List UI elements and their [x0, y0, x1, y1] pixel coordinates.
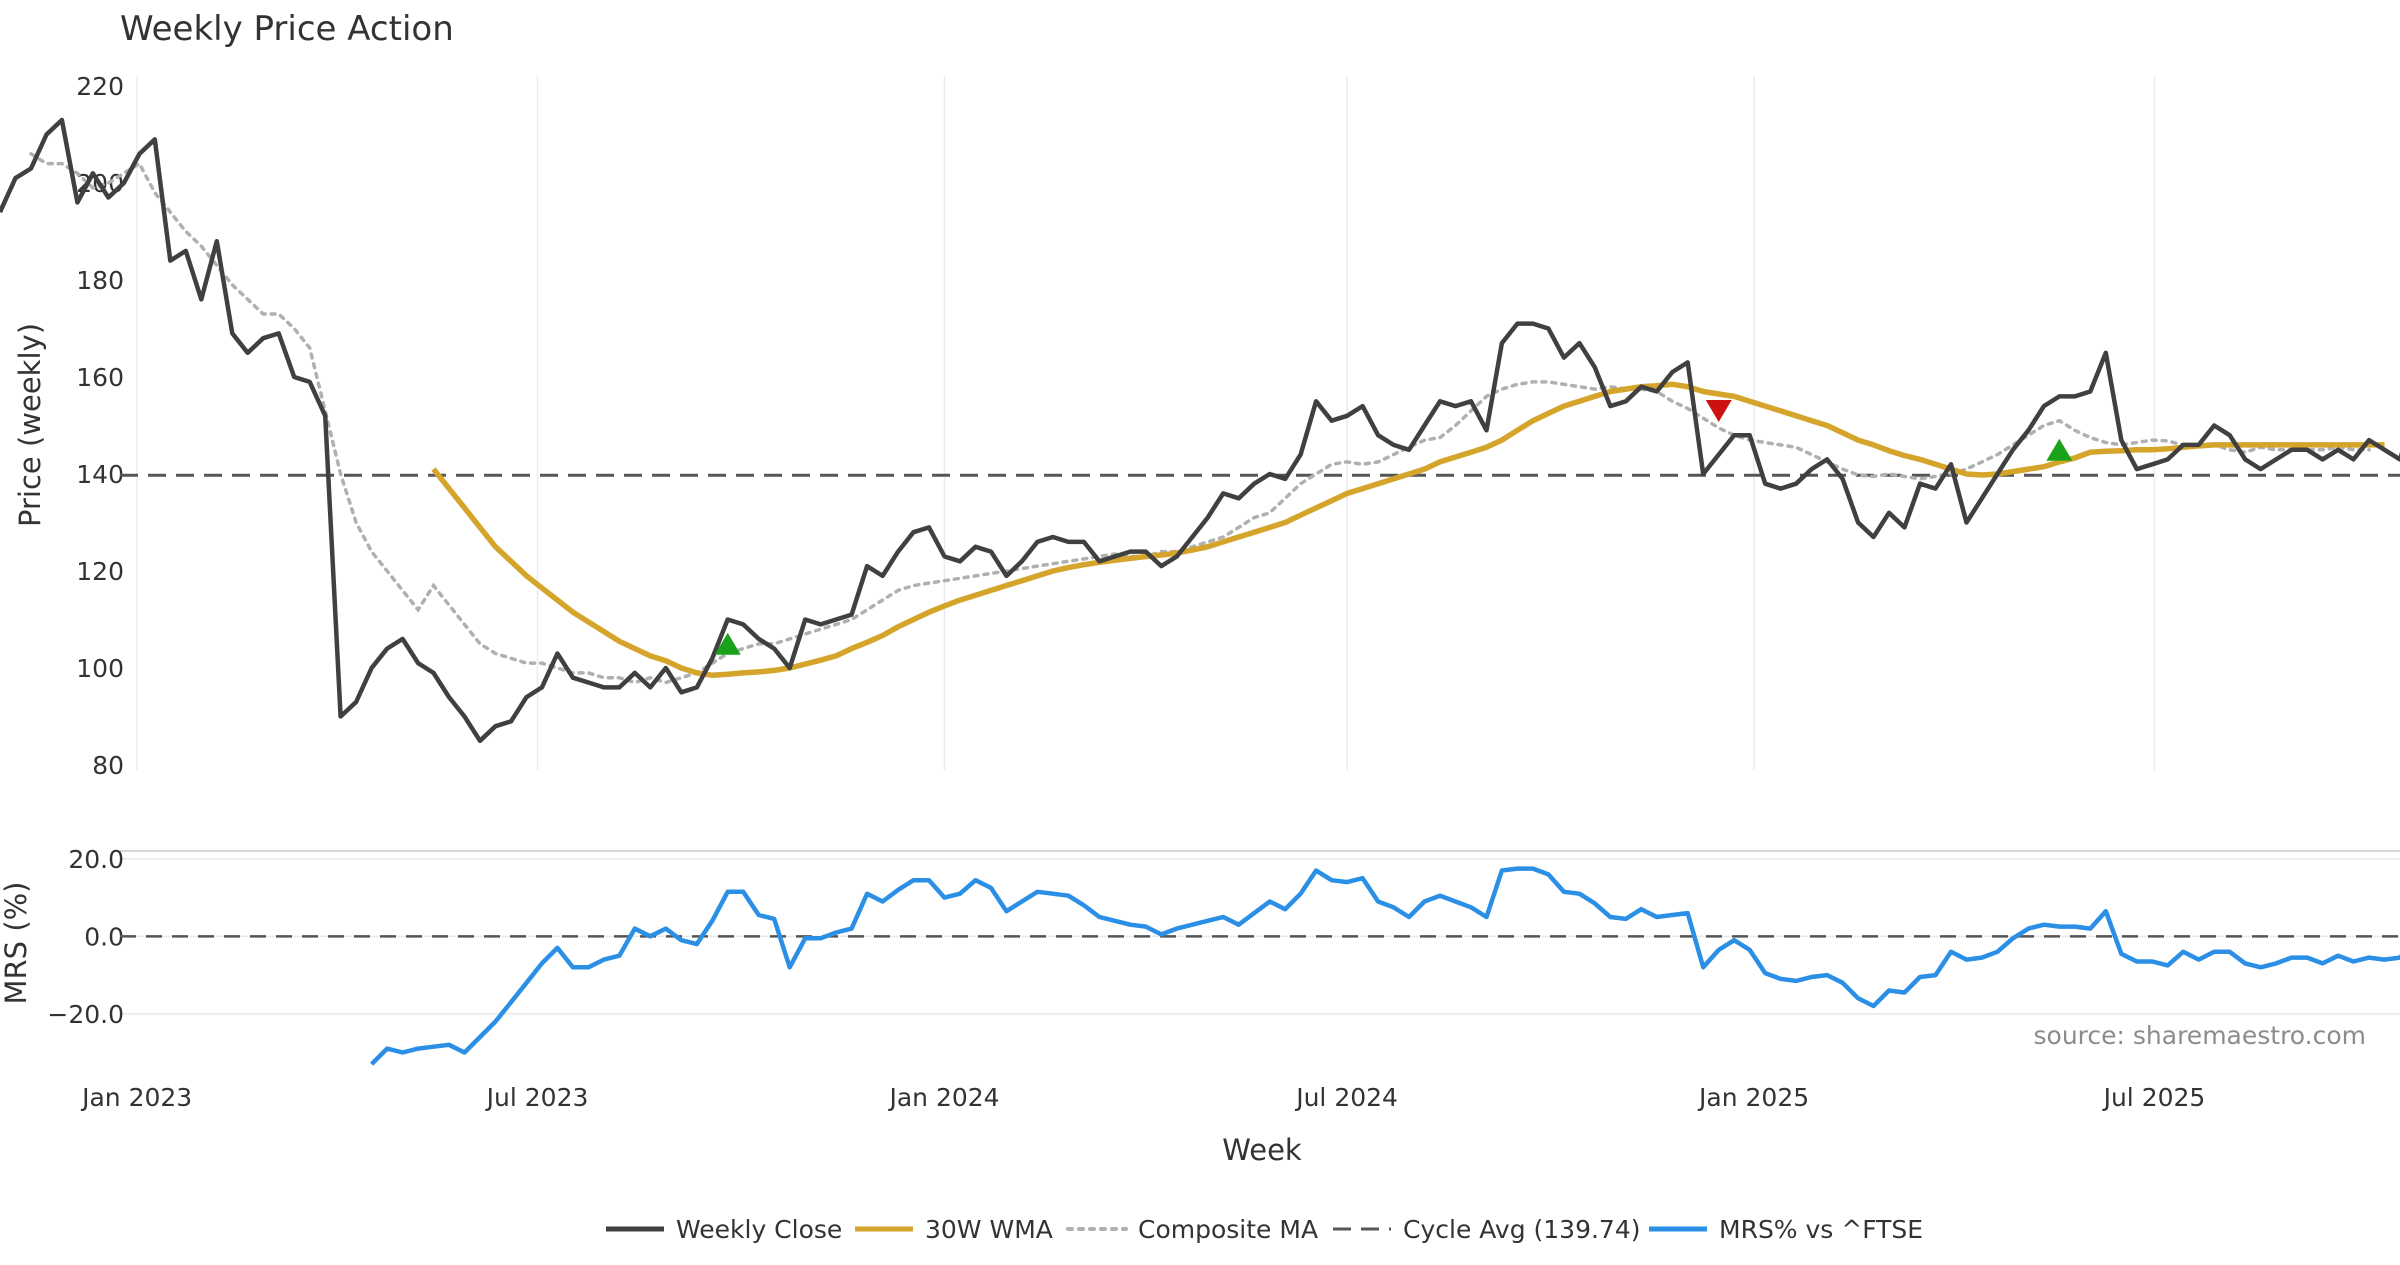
legend-label: 30W WMA: [925, 1215, 1053, 1244]
composite-ma-line: [29, 152, 2371, 685]
legend-label: Composite MA: [1138, 1215, 1318, 1244]
x-tick-label: Jan 2025: [1697, 1083, 1809, 1112]
mrs-ftse-line: [370, 866, 2400, 1066]
legend-label: MRS% vs ^FTSE: [1719, 1215, 1923, 1244]
legend-item: Cycle Avg (139.74): [1333, 1215, 1641, 1244]
legend-item: 30W WMA: [855, 1215, 1053, 1244]
mrs-y-axis-title: MRS (%): [0, 882, 33, 1005]
legend-item: Composite MA: [1066, 1215, 1318, 1244]
x-tick-label: Jul 2024: [1294, 1083, 1398, 1112]
price-y-tick-label: 100: [76, 654, 124, 683]
legend: Weekly Close 30W WMA Composite MA Cycle Avg…: [606, 1215, 1923, 1244]
wma-30w-line: [431, 381, 2385, 679]
signal-markers: [714, 399, 2073, 655]
mrs-series-group: [120, 866, 2400, 1066]
mrs-y-tick-label: 20.0: [68, 845, 124, 874]
x-tick-label: Jul 2025: [2102, 1083, 2206, 1112]
price-y-tick-label: 80: [92, 751, 124, 780]
legend-label: Weekly Close: [676, 1215, 842, 1244]
sell-signal-marker: [1705, 399, 1732, 422]
price-panel-grid: [136, 76, 2156, 770]
x-tick-label: Jul 2023: [485, 1083, 589, 1112]
price-y-tick-label: 220: [76, 72, 124, 101]
price-y-axis-title: Price (weekly): [13, 323, 47, 527]
price-y-tick-label: 120: [76, 557, 124, 586]
mrs-y-tick-label: −20.0: [47, 1000, 124, 1029]
x-axis-title: Week: [1222, 1133, 1302, 1167]
x-tick-labels: Jan 2023 Jul 2023 Jan 2024 Jul 2024 Jan 2025…: [80, 1083, 2205, 1112]
chart-title: Weekly Price Action: [120, 9, 454, 49]
mrs-panel-grid: [120, 850, 2400, 1015]
source-note: source: sharemaestro.com: [2034, 1021, 2367, 1050]
buy-signal-marker: [2046, 438, 2073, 461]
price-y-tick-label: 140: [76, 460, 124, 489]
price-series-group: [0, 117, 2400, 744]
mrs-y-tick-label: 0.0: [84, 922, 124, 951]
x-tick-label: Jan 2024: [887, 1083, 999, 1112]
x-tick-label: Jan 2023: [80, 1083, 192, 1112]
legend-label: Cycle Avg (139.74): [1403, 1215, 1641, 1244]
mrs-y-ticks: 20.0 0.0 −20.0: [47, 845, 124, 1029]
buy-signal-marker: [714, 632, 741, 655]
price-y-tick-label: 180: [76, 266, 124, 295]
legend-item: MRS% vs ^FTSE: [1649, 1215, 1923, 1244]
legend-item: Weekly Close: [606, 1215, 842, 1244]
weekly-close-line: [0, 117, 2400, 744]
price-y-tick-label: 160: [76, 363, 124, 392]
